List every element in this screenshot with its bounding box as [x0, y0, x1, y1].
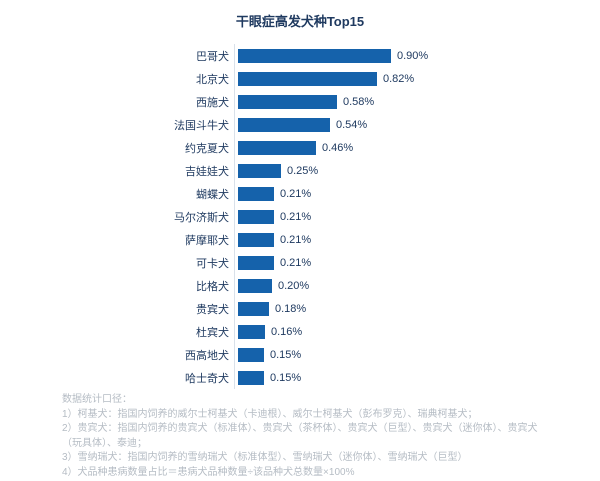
bar-chart: 巴哥犬 0.90% 北京犬 0.82% 西施犬 0.58% 法国斗牛犬 0.54… [0, 44, 600, 389]
category-label: 西施犬 [196, 96, 229, 109]
category-label: 北京犬 [196, 73, 229, 86]
chart-row: 约克夏犬 0.46% [0, 136, 600, 159]
value-label: 0.82% [383, 72, 415, 85]
bar [238, 48, 391, 63]
value-label: 0.20% [278, 279, 310, 292]
category-label: 贵宾犬 [196, 303, 229, 316]
value-label: 0.21% [280, 256, 312, 269]
value-label: 0.58% [343, 95, 375, 108]
bar-track: 0.18% [234, 297, 600, 320]
chart-row: 巴哥犬 0.90% [0, 44, 600, 67]
bar [238, 163, 281, 178]
value-label: 0.15% [270, 348, 302, 361]
bar-track: 0.21% [234, 251, 600, 274]
value-label: 0.21% [280, 187, 312, 200]
bar [238, 255, 274, 270]
footnote-line: 1）柯基犬：指国内饲养的威尔士柯基犬（卡迪根）、威尔士柯基犬（彭布罗克）、瑞典柯… [62, 408, 478, 420]
bar-track: 0.16% [234, 320, 600, 343]
category-label: 哈士奇犬 [185, 372, 229, 385]
footnote-line: 2）贵宾犬：指国内饲养的贵宾犬（标准体）、贵宾犬（茶杯体）、贵宾犬（巨型）、贵宾… [62, 423, 538, 449]
bar [238, 232, 274, 247]
value-label: 0.18% [275, 302, 307, 315]
category-label: 蝴蝶犬 [196, 188, 229, 201]
bar-track: 0.25% [234, 159, 600, 182]
bar [238, 324, 265, 339]
bar-track: 0.82% [234, 67, 600, 90]
bar [238, 278, 272, 293]
chart-row: 西高地犬 0.15% [0, 343, 600, 366]
chart-row: 西施犬 0.58% [0, 90, 600, 113]
value-label: 0.15% [270, 371, 302, 384]
category-label: 西高地犬 [185, 349, 229, 362]
bar [238, 301, 269, 316]
category-label: 可卡犬 [196, 257, 229, 270]
category-label: 马尔济斯犬 [174, 211, 229, 224]
category-label: 约克夏犬 [185, 142, 229, 155]
bar [238, 117, 330, 132]
category-label: 法国斗牛犬 [174, 119, 229, 132]
chart-row: 法国斗牛犬 0.54% [0, 113, 600, 136]
footnotes-heading: 数据统计口径： [62, 394, 132, 405]
chart-row: 哈士奇犬 0.15% [0, 366, 600, 389]
value-label: 0.54% [336, 118, 368, 131]
chart-row: 马尔济斯犬 0.21% [0, 205, 600, 228]
bar-track: 0.21% [234, 182, 600, 205]
bar-track: 0.54% [234, 113, 600, 136]
value-label: 0.21% [280, 210, 312, 223]
value-label: 0.90% [397, 49, 429, 62]
category-label: 杜宾犬 [196, 326, 229, 339]
value-label: 0.16% [271, 325, 303, 338]
value-label: 0.25% [287, 164, 319, 177]
bar [238, 140, 316, 155]
chart-row: 杜宾犬 0.16% [0, 320, 600, 343]
chart-row: 吉娃娃犬 0.25% [0, 159, 600, 182]
footnotes: 数据统计口径： 1）柯基犬：指国内饲养的威尔士柯基犬（卡迪根）、威尔士柯基犬（彭… [62, 393, 546, 480]
bar [238, 347, 264, 362]
value-label: 0.46% [322, 141, 354, 154]
bar-track: 0.90% [234, 44, 600, 67]
bar-track: 0.58% [234, 90, 600, 113]
value-label: 0.21% [280, 233, 312, 246]
chart-row: 萨摩耶犬 0.21% [0, 228, 600, 251]
bar [238, 186, 274, 201]
bar-track: 0.20% [234, 274, 600, 297]
bar [238, 370, 264, 385]
category-label: 比格犬 [196, 280, 229, 293]
chart-row: 可卡犬 0.21% [0, 251, 600, 274]
category-label: 萨摩耶犬 [185, 234, 229, 247]
chart-row: 贵宾犬 0.18% [0, 297, 600, 320]
bar-track: 0.21% [234, 205, 600, 228]
bar [238, 209, 274, 224]
footnote-line: 3）雪纳瑞犬：指国内饲养的雪纳瑞犬（标准体型）、雪纳瑞犬（迷你体）、雪纳瑞犬（巨… [62, 452, 468, 463]
bar-track: 0.46% [234, 136, 600, 159]
category-label: 巴哥犬 [196, 50, 229, 63]
chart-row: 蝴蝶犬 0.21% [0, 182, 600, 205]
category-label: 吉娃娃犬 [185, 165, 229, 178]
chart-row: 比格犬 0.20% [0, 274, 600, 297]
footnote-line: 4）犬品种患病数量占比＝患病犬品种数量÷该品种犬总数量×100% [62, 466, 355, 478]
bar [238, 71, 377, 86]
bar-track: 0.21% [234, 228, 600, 251]
chart-row: 北京犬 0.82% [0, 67, 600, 90]
bar-track: 0.15% [234, 366, 600, 389]
bar [238, 94, 337, 109]
bar-track: 0.15% [234, 343, 600, 366]
chart-title: 干眼症高发犬种Top15 [235, 14, 365, 29]
